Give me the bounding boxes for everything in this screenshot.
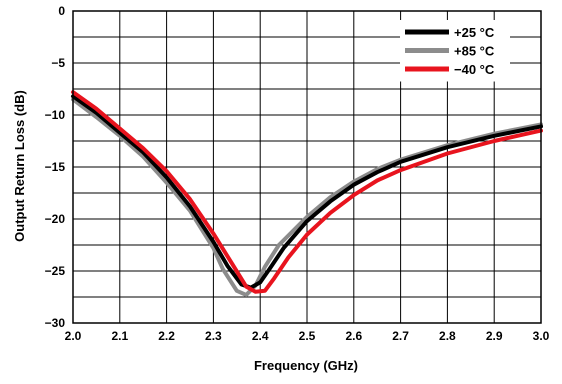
y-tick-label: 0 xyxy=(58,4,65,18)
x-tick-label: 2.4 xyxy=(252,329,269,343)
series-layer xyxy=(71,90,543,297)
y-tick-label: −25 xyxy=(45,264,66,278)
series-line xyxy=(71,90,543,294)
series-line xyxy=(71,94,543,290)
y-tick-label: −30 xyxy=(45,316,66,330)
x-tick-label: 2.3 xyxy=(205,329,222,343)
x-tick-label: 2.6 xyxy=(345,329,362,343)
y-axis-label: Output Return Loss (dB) xyxy=(12,90,27,242)
x-tick-label: 2.5 xyxy=(299,329,316,343)
x-tick-label: 2.8 xyxy=(439,329,456,343)
y-tick-label: −10 xyxy=(45,108,66,122)
x-tick-label: 2.2 xyxy=(158,329,175,343)
y-tick-label: −5 xyxy=(51,56,65,70)
x-tick-label: 3.0 xyxy=(533,329,550,343)
y-tick-label: −20 xyxy=(45,212,66,226)
x-axis-label: Frequency (GHz) xyxy=(254,358,358,373)
plot-frame xyxy=(72,10,542,324)
tick-label-layer: 2.0 2.1 2.2 2.3 2.4 2.5 2.6 2.7 2.8 2.9 3.0 0 −5 −10 −… xyxy=(45,4,550,343)
legend-label: +85 °C xyxy=(454,44,495,59)
x-tick-label: 2.0 xyxy=(65,329,82,343)
x-tick-label: 2.7 xyxy=(392,329,409,343)
legend-label: −40 °C xyxy=(454,62,495,77)
x-tick-label: 2.1 xyxy=(111,329,128,343)
legend-label: +25 °C xyxy=(454,25,495,40)
legend: +25 °C +85 °C −40 °C xyxy=(400,20,510,82)
x-tick-label: 2.9 xyxy=(486,329,503,343)
y-tick-label: −15 xyxy=(45,160,66,174)
